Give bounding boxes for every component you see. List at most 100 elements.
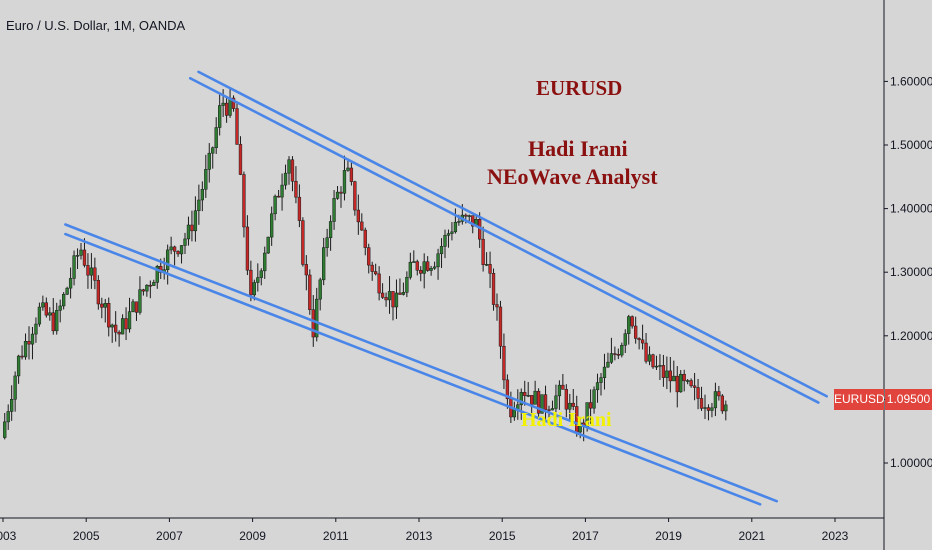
- candle: [419, 266, 423, 282]
- candle: [107, 297, 111, 337]
- candle: [224, 97, 229, 123]
- candle-body-down: [682, 373, 686, 382]
- candle: [256, 263, 260, 292]
- candle: [686, 378, 690, 385]
- x-tick-label: 2023: [822, 529, 849, 543]
- candle: [13, 371, 17, 412]
- candle: [543, 385, 548, 420]
- y-tick-label: 1.30000: [890, 265, 932, 279]
- candle: [495, 293, 499, 321]
- candle-body-up: [322, 247, 326, 281]
- candle-body-up: [186, 224, 191, 240]
- candle: [668, 356, 672, 393]
- candle: [647, 346, 652, 366]
- candle-body-up: [37, 306, 42, 325]
- candle-body-up: [724, 404, 728, 412]
- price-axis[interactable]: 1.600001.500001.400001.300001.200001.100…: [884, 74, 932, 470]
- candle: [571, 388, 575, 411]
- candle-body-down: [238, 144, 243, 175]
- candle-body-up: [155, 266, 159, 283]
- candle-body-down: [720, 395, 724, 412]
- candle-body-down: [114, 324, 118, 333]
- candle: [679, 370, 683, 393]
- candle-body-up: [450, 231, 454, 234]
- candle: [536, 388, 541, 418]
- candle-body-up: [48, 312, 52, 316]
- candle-body-up: [79, 249, 83, 256]
- candle: [231, 95, 236, 112]
- candle-body-up: [325, 237, 329, 248]
- last-price-badge: 1.09500: [885, 389, 932, 410]
- candle-body-up: [436, 253, 440, 268]
- candle-body-down: [675, 375, 679, 393]
- candle: [322, 237, 326, 286]
- candle-body-up: [179, 245, 184, 255]
- candle-body-up: [259, 270, 263, 278]
- candle-body-down: [356, 209, 360, 223]
- channel-line-lower-2[interactable]: [64, 232, 762, 506]
- candle: [380, 283, 385, 299]
- candle-body-up: [526, 395, 530, 397]
- candle-body-down: [696, 387, 700, 399]
- candle: [211, 146, 215, 169]
- candle: [290, 156, 295, 192]
- candle-body-up: [710, 407, 714, 411]
- candle: [453, 208, 458, 234]
- candle-body-up: [453, 221, 458, 233]
- candle: [127, 297, 132, 333]
- candle-body-up: [318, 279, 322, 300]
- time-axis[interactable]: 2003 2005 2007 2009 2011 2013 2015 2017 2019 2021…: [0, 518, 849, 543]
- channel-line-upper-1[interactable]: [197, 70, 828, 398]
- candle: [82, 238, 87, 268]
- candle: [606, 352, 610, 368]
- channel-line-lower-1[interactable]: [64, 223, 779, 503]
- candle: [270, 206, 274, 246]
- candle: [398, 278, 402, 295]
- candle-body-up: [554, 395, 558, 409]
- candle-body-down: [706, 407, 711, 411]
- candle: [228, 87, 232, 118]
- x-tick-label: 2021: [738, 529, 765, 543]
- candle-body-up: [200, 189, 204, 201]
- candle: [696, 378, 700, 410]
- candle-body-down: [290, 159, 295, 182]
- candle: [55, 302, 59, 335]
- candle-body-up: [287, 159, 291, 174]
- candle-body-up: [654, 365, 659, 368]
- candle-body-up: [62, 293, 66, 307]
- candle-body-down: [377, 273, 381, 294]
- candle: [692, 372, 697, 401]
- candle: [713, 382, 718, 417]
- candle-body-down: [172, 246, 177, 252]
- candle: [651, 353, 655, 369]
- candle: [124, 307, 128, 341]
- channel-line-upper-2[interactable]: [188, 76, 820, 404]
- candle: [498, 300, 503, 359]
- candle-body-up: [169, 246, 173, 251]
- candle-body-down: [717, 391, 721, 397]
- candle: [533, 380, 537, 405]
- candle: [630, 315, 634, 329]
- candle: [214, 117, 218, 154]
- candle: [505, 374, 510, 409]
- candle-body-up: [266, 236, 270, 254]
- candle-body-down: [644, 342, 648, 362]
- candle-body-down: [380, 292, 385, 298]
- candle-body-down: [630, 316, 634, 327]
- candle: [519, 388, 523, 420]
- candle-body-down: [367, 247, 371, 266]
- candle-body-down: [276, 195, 281, 198]
- candle: [339, 186, 343, 208]
- candle-body-up: [557, 384, 562, 397]
- candle-body-up: [519, 392, 523, 406]
- candle-body-up: [401, 292, 406, 295]
- candle: [79, 242, 83, 260]
- candle: [249, 260, 253, 302]
- candle: [93, 257, 97, 290]
- candle: [297, 184, 302, 228]
- candle: [595, 373, 600, 403]
- candle: [51, 298, 55, 335]
- x-tick-label: 2017: [572, 529, 599, 543]
- candle: [484, 252, 489, 267]
